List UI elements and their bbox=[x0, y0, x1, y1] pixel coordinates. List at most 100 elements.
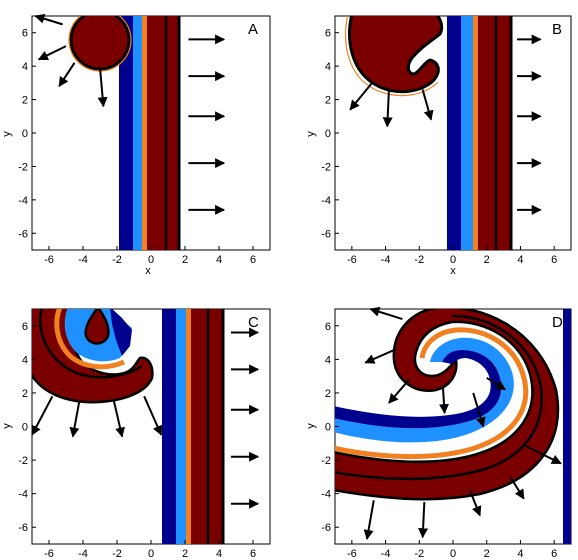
panel-c-xtick-label: 6 bbox=[250, 548, 256, 560]
panel-c-light-blue-band bbox=[176, 309, 186, 544]
panel-b-ytick-label: 4 bbox=[325, 61, 331, 73]
panel-c-xtick-label: -6 bbox=[44, 548, 54, 560]
panel-b-xtick-label: 2 bbox=[484, 254, 490, 266]
panel-b-ytick-label: 2 bbox=[325, 95, 331, 107]
panel-a-light-blue-band bbox=[133, 16, 142, 250]
panel-d-arrow bbox=[388, 378, 410, 404]
panel-b-xtick-label: 6 bbox=[551, 254, 557, 266]
panel-d-ytick-label: -6 bbox=[321, 522, 331, 534]
panel-b-ylabel: y bbox=[305, 131, 317, 137]
panel-a-xtick-label: 6 bbox=[250, 254, 256, 266]
panel-b-xtick-label: -4 bbox=[381, 254, 391, 266]
panel-c-xtick-label: 4 bbox=[216, 548, 222, 560]
panel-d-arrow bbox=[439, 386, 449, 415]
panel-c-dark-blue-band bbox=[162, 309, 177, 544]
panel-b-xtick-label: 0 bbox=[450, 254, 456, 266]
panel-d-arrow bbox=[486, 376, 507, 391]
panel-d-xtick-label: 0 bbox=[450, 548, 456, 560]
panel-b-ytick-label: 0 bbox=[325, 128, 331, 140]
panel-a-blob bbox=[69, 16, 131, 71]
panel-b-ytick-label: -2 bbox=[321, 161, 331, 173]
panel-d-arrows bbox=[363, 306, 562, 540]
panel-c-spiral-dark-blue bbox=[110, 309, 132, 356]
panel-b-light-blue-band bbox=[461, 16, 473, 250]
panel-a-xtick-label: 4 bbox=[216, 254, 222, 266]
panel-c-spiral-orange bbox=[54, 309, 126, 370]
panel-a-label: A bbox=[248, 21, 258, 38]
panel-d-spiral-light-blue bbox=[335, 337, 514, 443]
panel-b-xtick-label: 4 bbox=[517, 254, 523, 266]
panel-c-arrow bbox=[31, 395, 54, 436]
panel-d-arrow bbox=[472, 392, 486, 428]
panel-a-arrow bbox=[34, 13, 63, 26]
panel-a-field bbox=[68, 16, 181, 250]
panel-a-ytick-label: -4 bbox=[18, 195, 28, 207]
panel-d-ytick-label: 0 bbox=[325, 422, 331, 434]
panel-d-arrow bbox=[468, 489, 482, 517]
panel-b-xlabel: x bbox=[450, 265, 456, 277]
panel-d-dark-blue-band bbox=[563, 309, 571, 544]
panel-a-ytick-label: 6 bbox=[22, 28, 28, 40]
panel-d-ytick-label: 6 bbox=[325, 321, 331, 333]
panel-b-blob-rim bbox=[345, 16, 439, 97]
panel-d-spiral-contour bbox=[335, 314, 543, 480]
panel-d-xtick-label: -2 bbox=[414, 548, 424, 560]
panel-c-field bbox=[32, 309, 225, 544]
panel-d-arrow bbox=[369, 306, 403, 321]
panel-b-ytick-label: -6 bbox=[321, 228, 331, 240]
panel-d-ytick-label: -4 bbox=[321, 489, 331, 501]
panel-a-ytick-label: 0 bbox=[22, 128, 28, 140]
panel-c-ytick-label: -6 bbox=[18, 522, 28, 534]
panel-b-ticks: -6 -4 -2 0 2 4 6 -6 -4 -2 0 2 4 6 bbox=[321, 28, 557, 266]
panel-a-ytick-label: -6 bbox=[18, 228, 28, 240]
panel-a-arrow bbox=[97, 67, 108, 108]
panel-d-xtick-label: 4 bbox=[517, 548, 523, 560]
panel-d-arrow bbox=[418, 501, 429, 539]
panel-d-arrow bbox=[509, 476, 525, 500]
panel-a-ytick-label: 4 bbox=[22, 61, 28, 73]
panel-d-xtick-label: -4 bbox=[381, 548, 391, 560]
panel-b-arrow bbox=[382, 89, 393, 128]
panel-a-orange-band bbox=[142, 16, 147, 250]
panel-a-dark-blue-band bbox=[119, 16, 134, 250]
panel-a-xtick-label: -2 bbox=[112, 254, 122, 266]
panel-b-field bbox=[345, 16, 513, 250]
panel-d-ticks: -6 -4 -2 0 2 4 6 -6 -4 -2 0 2 4 6 bbox=[321, 321, 557, 560]
panel-a-arrow bbox=[37, 45, 67, 61]
panel-d-field bbox=[335, 309, 571, 544]
panel-b-ytick-label: -4 bbox=[321, 195, 331, 207]
panel-c-ytick-label: -4 bbox=[18, 489, 28, 501]
panel-c-orange-band bbox=[186, 309, 191, 544]
panel-a-xtick-label: 0 bbox=[148, 254, 154, 266]
panel-b-blob bbox=[348, 16, 444, 94]
panel-c-arrow bbox=[112, 399, 125, 438]
panel-d-spiral-orange bbox=[335, 327, 529, 460]
panel-d-label: D bbox=[552, 314, 563, 331]
panel-a-arrow bbox=[58, 62, 76, 88]
panel-b-arrow bbox=[349, 82, 373, 111]
panel-a-arrows bbox=[34, 13, 226, 215]
panel-b-label: B bbox=[552, 21, 562, 38]
panel-a-xtick-label: 2 bbox=[182, 254, 188, 266]
panel-c-label: C bbox=[248, 314, 259, 331]
panel-c-ytick-label: 2 bbox=[22, 388, 28, 400]
panel-a-xtick-label: -6 bbox=[44, 254, 54, 266]
panel-c-xtick-label: -4 bbox=[78, 548, 88, 560]
panel-c-drop bbox=[84, 309, 110, 345]
panel-d-arrow bbox=[523, 444, 562, 465]
panel-b-ytick-label: 6 bbox=[325, 28, 331, 40]
panel-c-arrow bbox=[143, 395, 163, 436]
panel-d-xtick-label: 2 bbox=[484, 548, 490, 560]
panel-d-xtick-label: -6 bbox=[347, 548, 357, 560]
panel-d-spiral-outer-red bbox=[335, 309, 560, 501]
panel-c-arrow bbox=[69, 399, 81, 438]
panel-c-xtick-label: 2 bbox=[182, 548, 188, 560]
panel-d-ytick-label: 4 bbox=[325, 354, 331, 366]
panel-c-spiral-contour bbox=[39, 309, 143, 379]
panel-b-dark-blue-band bbox=[447, 16, 462, 250]
panel-c-xtick-label: 0 bbox=[148, 548, 154, 560]
panel-c-ytick-label: 0 bbox=[22, 422, 28, 434]
panel-a-xtick-label: -4 bbox=[78, 254, 88, 266]
panel-a-ylabel: y bbox=[1, 131, 13, 137]
panel-d-ylabel: y bbox=[305, 423, 317, 429]
